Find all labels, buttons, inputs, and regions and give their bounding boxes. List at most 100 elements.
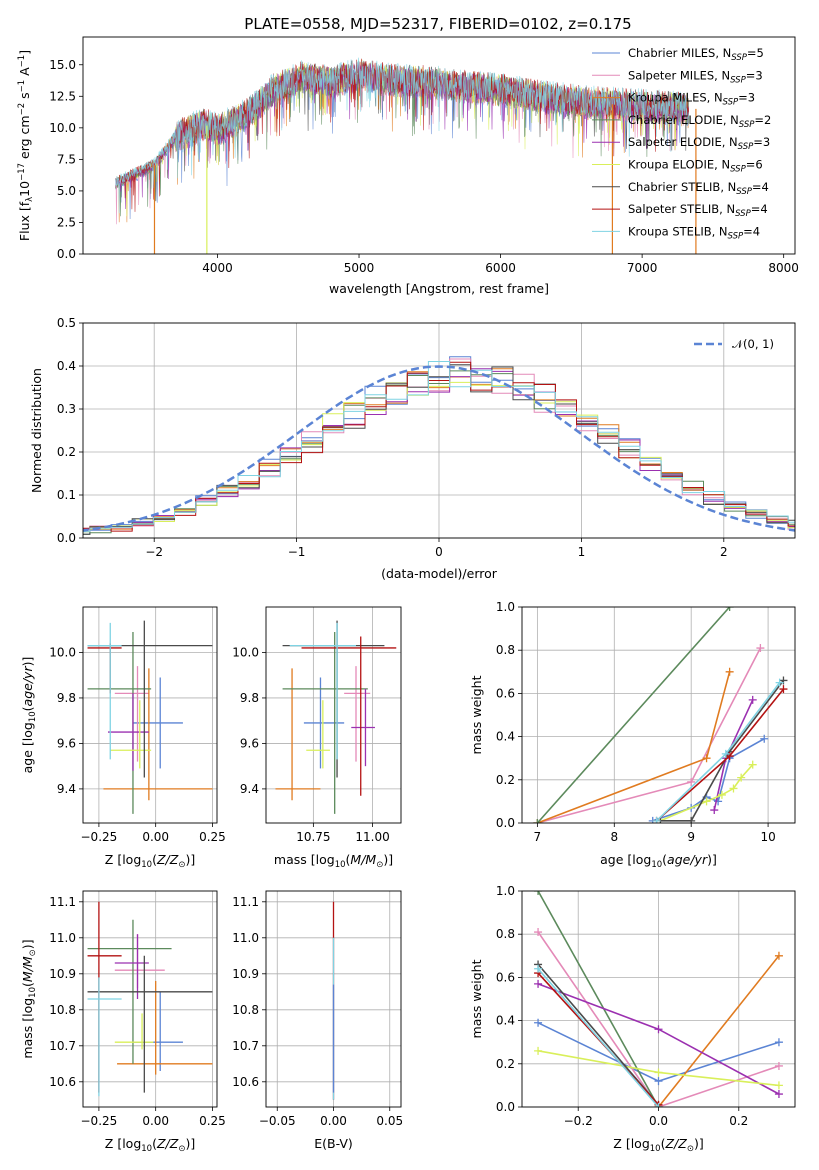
- spectrum-line-8: [115, 57, 689, 214]
- weight-line-5: [660, 764, 754, 822]
- x-tick-label: 8: [610, 830, 618, 844]
- x-tick-label: 2: [720, 545, 728, 559]
- y-tick-label: 0.8: [496, 927, 515, 941]
- x-tick-label: 1: [578, 545, 586, 559]
- x-tick-label: 0.25: [199, 830, 226, 844]
- x-tick-label: 7000: [627, 261, 658, 275]
- x-tick-label: 10.75: [296, 830, 330, 844]
- weight-marker: [774, 1090, 783, 1099]
- weight-marker: [702, 754, 711, 763]
- weight-marker: [729, 784, 738, 793]
- y-tick-label: 9.8: [57, 691, 76, 705]
- plot-area: [87, 901, 213, 1097]
- legend-label: Chabrier ELODIE, NSSP=2: [628, 113, 771, 130]
- legend-entry: Salpeter ELODIE, NSSP=3: [592, 135, 770, 152]
- plot-area: [115, 57, 697, 254]
- weight-marker: [654, 1103, 663, 1107]
- plot-area: [533, 607, 788, 823]
- weight-marker: [721, 749, 730, 758]
- x-axis-label: age [log10(age/yr)]: [600, 852, 717, 870]
- weight-line-1: [537, 931, 780, 1107]
- weight-line-8: [537, 968, 660, 1107]
- legend-entry: Kroupa MILES, NSSP=3: [592, 91, 755, 108]
- y-tick-label: 5.0: [57, 184, 76, 198]
- plot-area: [275, 620, 397, 814]
- x-tick-label: −2: [145, 545, 163, 559]
- weight-marker: [748, 760, 757, 769]
- y-tick-label: 10.0: [49, 645, 76, 659]
- x-tick-label: −0.2: [564, 1114, 593, 1128]
- y-tick-label: 9.8: [240, 691, 259, 705]
- x-tick-label: 0.00: [142, 830, 169, 844]
- y-tick-label: 10.7: [232, 1039, 259, 1053]
- y-tick-label: 10.7: [49, 1039, 76, 1053]
- x-axis-label: E(B-V): [314, 1136, 353, 1151]
- weight-marker: [534, 979, 543, 988]
- y-axis-label: mass [log10(M/M⊙)]: [20, 939, 38, 1058]
- figure-title: PLATE=0558, MJD=52317, FIBERID=0102, z=0…: [244, 15, 631, 33]
- y-tick-label: 10.9: [232, 967, 259, 981]
- legend-entry: Salpeter STELIB, NSSP=4: [592, 202, 768, 219]
- y-axis-label: age [log10(age/yr)]: [20, 657, 38, 774]
- histogram-panel: −2 −1 0 1 2 0.0 0.1 0.2 0.3 0.4 0.5 (data-model)/er…: [29, 316, 796, 581]
- x-tick-label: 0.0: [649, 1114, 668, 1128]
- weight-line-6: [537, 963, 660, 1106]
- legend-entry: Chabrier MILES, NSSP=5: [592, 46, 764, 63]
- y-tick-label: 7.5: [57, 152, 76, 166]
- legend-entry: Chabrier STELIB, NSSP=4: [592, 180, 769, 197]
- x-tick-label: 0.05: [376, 1114, 403, 1128]
- legend-label: Kroupa STELIB, NSSP=4: [628, 224, 760, 241]
- y-tick-label: 9.6: [240, 736, 259, 750]
- weight-marker: [760, 734, 769, 743]
- weight-marker: [687, 777, 696, 786]
- x-tick-label: 0.2: [729, 1114, 748, 1128]
- y-tick-label: 11.1: [49, 895, 76, 909]
- legend: 𝒩(0, 1): [694, 337, 774, 351]
- y-tick-label: 0.0: [496, 1100, 515, 1114]
- y-tick-label: 10.8: [49, 1003, 76, 1017]
- weight-vs-metallicity-panel: −0.2 0.0 0.2 0.0 0.2 0.4 0.6 0.8 1.0 Z [log10(Z/Z…: [469, 884, 796, 1154]
- weight-marker: [534, 928, 543, 937]
- x-axis-label: mass [log10(M/M⊙)]: [274, 852, 393, 870]
- y-tick-label: 1.0: [496, 884, 515, 898]
- mass-vs-metallicity-panel: −0.25 0.00 0.25 10.6 10.7 10.8 10.9 11.0 11.1 Z […: [20, 890, 226, 1154]
- y-tick-label: 15.0: [49, 58, 76, 72]
- x-tick-label: 5000: [344, 261, 375, 275]
- y-tick-label: 0.5: [57, 316, 76, 330]
- x-tick-label: 4000: [202, 261, 233, 275]
- weight-marker: [534, 1046, 543, 1055]
- y-tick-label: 0.3: [57, 402, 76, 416]
- y-tick-label: 0.2: [57, 445, 76, 459]
- y-axis-label: mass weight: [469, 675, 484, 754]
- plot-area: [87, 620, 213, 814]
- x-tick-label: 0: [435, 545, 443, 559]
- axes-frame: [82, 322, 796, 539]
- x-axis-label: wavelength [Angstrom, rest frame]: [329, 281, 549, 296]
- y-tick-label: 9.6: [57, 736, 76, 750]
- y-tick-label: 10.8: [232, 1003, 259, 1017]
- weight-marker: [533, 819, 542, 823]
- weight-marker: [687, 816, 696, 823]
- weight-marker: [756, 644, 765, 653]
- weight-line-3: [536, 607, 731, 823]
- y-tick-label: 0.2: [496, 1057, 515, 1071]
- weight-marker: [534, 964, 543, 973]
- weight-marker: [774, 1061, 783, 1070]
- y-tick-label: 10.6: [232, 1075, 259, 1089]
- weight-marker: [654, 1077, 663, 1086]
- y-axis-label: Flux [fλ10−17 erg cm−2 s−1 A−1]: [17, 50, 35, 241]
- x-tick-label: 11.00: [355, 830, 389, 844]
- weight-marker: [775, 678, 784, 687]
- mass-vs-extinction-panel: −0.05 0.00 0.05 10.6 10.7 10.8 10.9 11.0 11.1 E(B…: [232, 890, 403, 1151]
- x-tick-label: 0.00: [142, 1114, 169, 1128]
- weight-marker: [534, 891, 543, 895]
- y-tick-label: 1.0: [496, 600, 515, 614]
- x-axis-label: (data-model)/error: [381, 566, 498, 581]
- legend-entry: Salpeter MILES, NSSP=3: [592, 68, 763, 85]
- weight-marker: [534, 1018, 543, 1027]
- legend-entry: Kroupa STELIB, NSSP=4: [592, 224, 760, 241]
- x-tick-label: −0.25: [81, 830, 118, 844]
- weight-marker: [725, 607, 734, 611]
- y-tick-label: 0.0: [57, 247, 76, 261]
- y-axis-label: Normed distribution: [29, 368, 44, 493]
